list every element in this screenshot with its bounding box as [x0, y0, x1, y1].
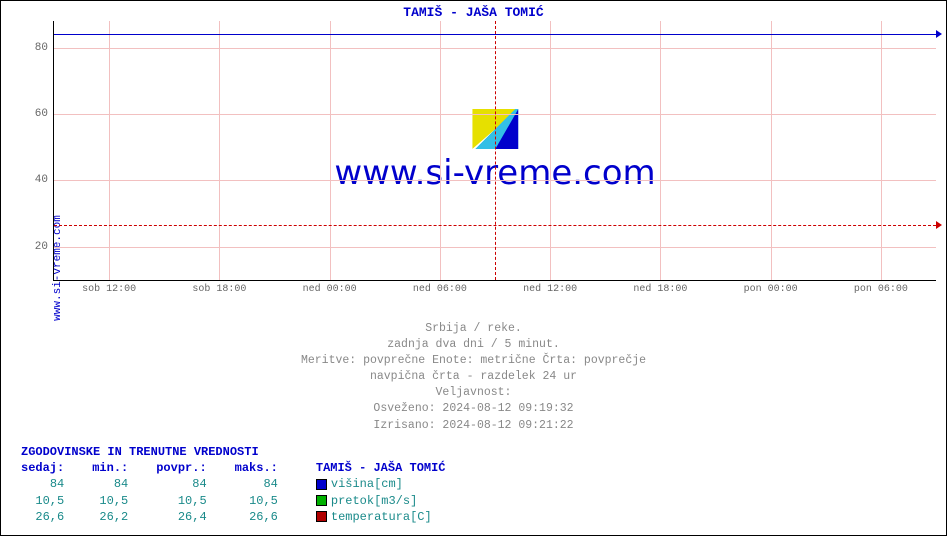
x-tick-label: ned 06:00	[413, 284, 467, 295]
legend-swatch-icon	[316, 511, 327, 522]
stats-value: 26,2	[92, 509, 156, 525]
stats-header: povpr.:	[156, 460, 234, 476]
x-tick-label: sob 18:00	[192, 284, 246, 295]
grid-line-v	[771, 21, 772, 280]
grid-line-v	[660, 21, 661, 280]
stats-value: 84	[156, 476, 234, 492]
stats-header: min.:	[92, 460, 156, 476]
x-tick-label: pon 00:00	[744, 284, 798, 295]
stats-header: maks.:	[235, 460, 306, 476]
meta-line: navpična črta - razdelek 24 ur	[1, 369, 946, 385]
stats-value: 10,5	[92, 493, 156, 509]
meta-line: Srbija / reke.	[1, 321, 946, 337]
table-row: 26,626,226,426,6temperatura[C]	[21, 509, 446, 525]
y-tick-label: 40	[35, 174, 48, 186]
meta-line: Izrisano: 2024-08-12 09:21:22	[1, 418, 946, 434]
legend-swatch-icon	[316, 479, 327, 490]
y-tick-label: 80	[35, 42, 48, 54]
legend-swatch-icon	[316, 495, 327, 506]
legend-item: višina[cm]	[306, 476, 446, 492]
legend-item: temperatura[C]	[306, 509, 446, 525]
x-tick-label: pon 06:00	[854, 284, 908, 295]
chart-area: www.si-vreme.com 20406080sob 12:00sob 18…	[53, 21, 936, 301]
stats-value: 10,5	[156, 493, 234, 509]
x-tick-label: ned 12:00	[523, 284, 577, 295]
x-tick-label: sob 12:00	[82, 284, 136, 295]
series-height-line	[54, 34, 936, 35]
legend-label: višina[cm]	[331, 477, 403, 491]
grid-line-v	[881, 21, 882, 280]
grid-line-v	[440, 21, 441, 280]
series-temp-line	[54, 225, 936, 226]
stats-value: 84	[235, 476, 306, 492]
meta-line: Meritve: povprečne Enote: metrične Črta:…	[1, 353, 946, 369]
stats-value: 10,5	[21, 493, 92, 509]
legend-title: TAMIŠ - JAŠA TOMIĆ	[306, 460, 446, 476]
meta-line: zadnja dva dni / 5 minut.	[1, 337, 946, 353]
meta-info: Srbija / reke. zadnja dva dni / 5 minut.…	[1, 321, 946, 434]
legend-item: pretok[m3/s]	[306, 493, 446, 509]
arrow-icon	[936, 221, 942, 229]
day-divider	[495, 21, 496, 280]
x-tick-label: ned 18:00	[633, 284, 687, 295]
grid-line-v	[550, 21, 551, 280]
stats-value: 26,4	[156, 509, 234, 525]
chart-title: TAMIŠ - JAŠA TOMIĆ	[1, 5, 946, 20]
stats-value: 84	[21, 476, 92, 492]
y-tick-label: 20	[35, 241, 48, 253]
stats-value: 10,5	[235, 493, 306, 509]
arrow-icon	[936, 30, 942, 38]
stats-value: 84	[92, 476, 156, 492]
stats-block: ZGODOVINSKE IN TRENUTNE VREDNOSTI sedaj:…	[21, 444, 446, 525]
grid-line-v	[219, 21, 220, 280]
x-tick-label: ned 00:00	[303, 284, 357, 295]
stats-title: ZGODOVINSKE IN TRENUTNE VREDNOSTI	[21, 444, 446, 460]
table-row: 84848484višina[cm]	[21, 476, 446, 492]
legend-label: temperatura[C]	[331, 510, 432, 524]
stats-table: sedaj:min.:povpr.:maks.:TAMIŠ - JAŠA TOM…	[21, 460, 446, 525]
legend-label: pretok[m3/s]	[331, 494, 417, 508]
plot-region: www.si-vreme.com 20406080sob 12:00sob 18…	[53, 21, 936, 281]
table-row: 10,510,510,510,5pretok[m3/s]	[21, 493, 446, 509]
stats-header: sedaj:	[21, 460, 92, 476]
meta-line: Veljavnost:	[1, 385, 946, 401]
y-tick-label: 60	[35, 108, 48, 120]
stats-value: 26,6	[235, 509, 306, 525]
grid-line-v	[109, 21, 110, 280]
stats-value: 26,6	[21, 509, 92, 525]
meta-line: Osveženo: 2024-08-12 09:19:32	[1, 401, 946, 417]
grid-line-v	[330, 21, 331, 280]
